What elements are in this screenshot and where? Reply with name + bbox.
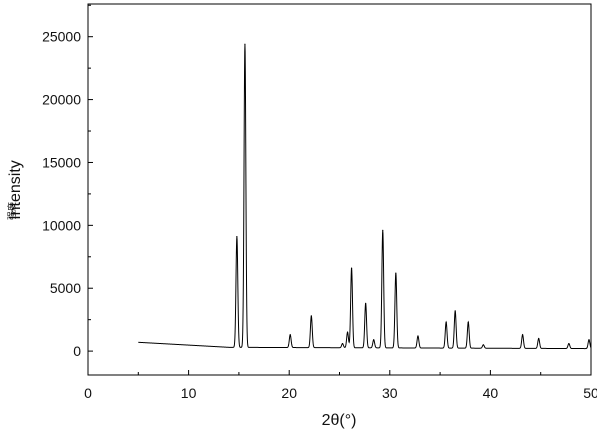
peak-point [290,334,291,335]
x-tick-label: 20 [281,385,297,401]
peak-point [538,338,539,339]
peak-point [347,332,348,333]
peak-point [483,344,484,345]
x-tick-label: 0 [84,385,92,401]
peak-point [351,268,352,269]
peak-point [236,236,237,237]
peak-point [382,230,383,231]
peak-point [588,339,589,340]
y-tick-label: 25000 [42,29,81,45]
peak-point [342,343,343,344]
peak-point [446,322,447,323]
diffraction-pattern-line [138,44,591,348]
peak-point [395,273,396,274]
y-axis-title-chinese: 强度 [6,202,18,220]
x-tick-label: 30 [382,385,398,401]
peak-point [244,44,245,45]
peak-point [417,335,418,336]
x-tick-label: 50 [583,385,597,401]
x-tick-label: 40 [483,385,499,401]
peak-point [455,310,456,311]
peak-marks [236,44,589,346]
peak-point [373,339,374,340]
y-tick-label: 5000 [50,280,81,296]
peak-point [568,343,569,344]
plot-frame [88,4,591,375]
x-tick-label: 10 [181,385,197,401]
peak-point [468,322,469,323]
y-tick-label: 0 [73,343,81,359]
y-tick-label: 15000 [42,154,81,170]
y-axis-ticks: 0 5000 10000 15000 20000 25000 [42,5,93,359]
x-axis-title: 2θ(°) [322,412,357,429]
y-tick-label: 10000 [42,217,81,233]
peak-point [365,303,366,304]
peak-point [311,315,312,316]
peak-point [522,334,523,335]
y-tick-label: 20000 [42,92,81,108]
